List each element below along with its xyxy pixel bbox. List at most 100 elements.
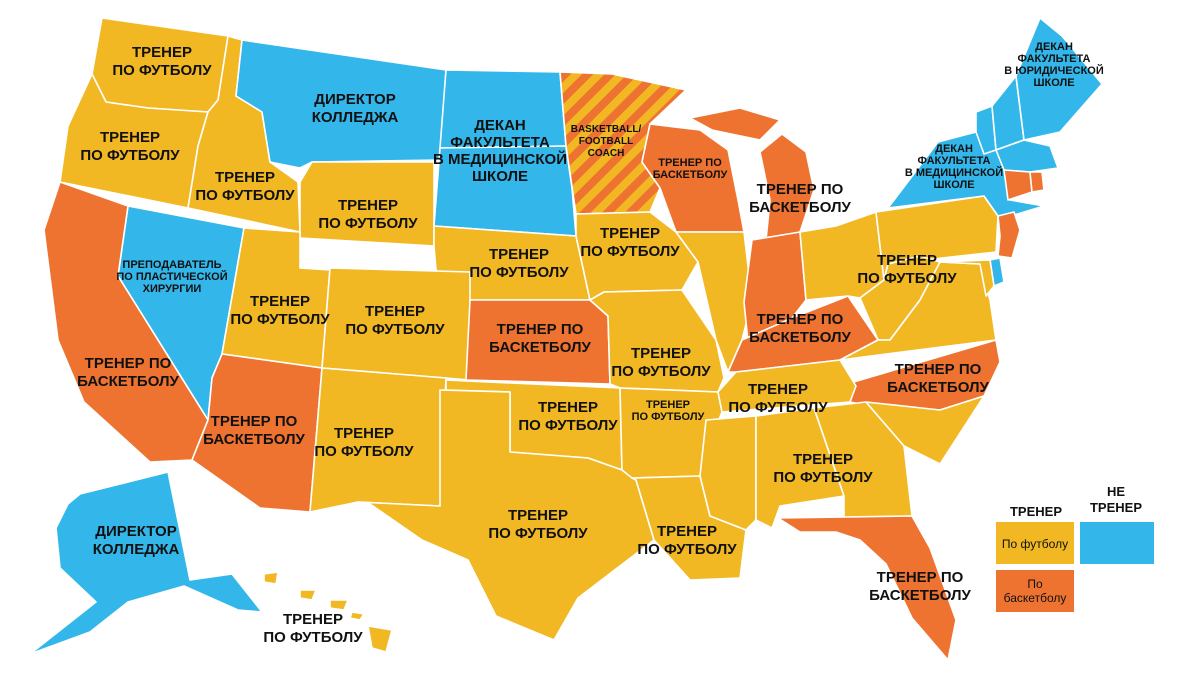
label-ohio: ТРЕНЕР ПО ФУТБОЛУ: [857, 252, 957, 287]
label-oregon: ТРЕНЕР ПО ФУТБОЛУ: [80, 129, 180, 164]
label-nebraska: ТРЕНЕР ПО ФУТБОЛУ: [469, 246, 569, 281]
label-line: ПО ФУТБОЛУ: [632, 411, 705, 423]
legend-coach-header: ТРЕНЕР: [1010, 504, 1062, 519]
label-arkansas: ТРЕНЕР ПО ФУТБОЛУ: [632, 399, 705, 423]
label-line: БАСКЕТБОЛУ: [203, 431, 305, 448]
label-line: ТРЕНЕР: [334, 425, 394, 442]
legend-not-coach-swatch: [1080, 522, 1154, 564]
legend-not-coach-header-2: ТРЕНЕР: [1090, 500, 1142, 515]
label-line: ПО ФУТБОЛУ: [263, 629, 363, 646]
state-vermont: [975, 105, 997, 155]
label-line: В ЮРИДИЧЕСКОЙ: [1004, 64, 1104, 77]
label-line: ТРЕНЕР ПО: [877, 569, 964, 586]
label-line: ТРЕНЕР: [793, 451, 853, 468]
label-oklahoma: ТРЕНЕР ПО ФУТБОЛУ: [518, 399, 618, 434]
label-utah: ТРЕНЕР ПО ФУТБОЛУ: [230, 293, 330, 328]
label-line: ШКОЛЕ: [933, 179, 974, 191]
label-line: БАСКЕТБОЛУ: [869, 587, 971, 604]
label-line: В МЕДИЦИНСКОЙ: [905, 166, 1003, 179]
label-kentucky: ТРЕНЕР ПО БАСКЕТБОЛУ: [749, 311, 851, 346]
label-line: ФАКУЛЬТЕТА: [1017, 53, 1090, 65]
label-line: ДЕКАН: [474, 117, 526, 134]
label-line: БАСКЕТБОЛУ: [749, 199, 851, 216]
label-line: ДЕКАН: [935, 143, 973, 155]
label-line: ТРЕНЕР: [338, 197, 398, 214]
label-line: БАСКЕТБОЛУ: [77, 373, 179, 390]
label-line: ПО ФУТБОЛУ: [318, 215, 418, 232]
label-line: ПО ФУТБОЛУ: [518, 417, 618, 434]
label-line: ТРЕНЕР ПО: [757, 311, 844, 328]
state-rhode-island: [1029, 171, 1045, 193]
label-line: ПО ПЛАСТИЧЕСКОЙ: [116, 270, 227, 283]
label-line: ПО ФУТБОЛУ: [637, 541, 737, 558]
label-texas: ТРЕНЕР ПО ФУТБОЛУ: [488, 507, 588, 542]
legend-football-swatch: [996, 522, 1074, 564]
label-line: ПО ФУТБОЛУ: [80, 147, 180, 164]
label-line: ТРЕНЕР: [508, 507, 568, 524]
label-line: ПО ФУТБОЛУ: [488, 525, 588, 542]
label-line: ТРЕНЕР ПО: [85, 355, 172, 372]
label-line: ПО ФУТБОЛУ: [112, 62, 212, 79]
label-line: ПО ФУТБОЛУ: [230, 311, 330, 328]
label-louisiana: ТРЕНЕР ПО ФУТБОЛУ: [637, 523, 737, 558]
label-south-dakota: ДЕКАН ФАКУЛЬТЕТА В МЕДИЦИНСКОЙ ШКОЛЕ: [433, 117, 567, 185]
label-line: ТРЕНЕР: [215, 169, 275, 186]
label-missouri: ТРЕНЕР ПО ФУТБОЛУ: [611, 345, 711, 380]
label-line: ПО ФУТБОЛУ: [728, 399, 828, 416]
label-line: ДИРЕКТОР: [95, 523, 176, 540]
label-line: ТРЕНЕР: [365, 303, 425, 320]
label-line: FOOTBALL: [579, 136, 633, 147]
label-line: ПО ФУТБОЛУ: [314, 443, 414, 460]
label-florida: ТРЕНЕР ПО БАСКЕТБОЛУ: [869, 569, 971, 604]
state-tennessee: [717, 359, 857, 413]
label-line: ТРЕНЕР: [631, 345, 691, 362]
states-layer: [29, 17, 1103, 661]
label-line: В МЕДИЦИНСКОЙ: [433, 150, 567, 168]
label-line: ТРЕНЕР ПО: [757, 181, 844, 198]
label-kansas: ТРЕНЕР ПО БАСКЕТБОЛУ: [489, 321, 591, 356]
label-arizona: ТРЕНЕР ПО БАСКЕТБОЛУ: [203, 413, 305, 448]
state-hawaii: [263, 571, 393, 653]
label-line: ПО ФУТБОЛУ: [611, 363, 711, 380]
label-colorado: ТРЕНЕР ПО ФУТБОЛУ: [345, 303, 445, 338]
label-montana: ДИРЕКТОР КОЛЛЕДЖА: [312, 91, 399, 126]
label-california: ТРЕНЕР ПО БАСКЕТБОЛУ: [77, 355, 179, 390]
state-south-dakota: [433, 145, 577, 237]
label-line: ТРЕНЕР ПО: [658, 157, 722, 169]
label-line: БАСКЕТБОЛУ: [887, 379, 989, 396]
label-line: ДИРЕКТОР: [314, 91, 395, 108]
label-line: BASKETBALL/: [571, 124, 642, 135]
label-line: ШКОЛЕ: [1033, 77, 1074, 89]
label-line: ПО ФУТБОЛУ: [195, 187, 295, 204]
label-line: БАСКЕТБОЛУ: [653, 169, 728, 181]
label-line: ТРЕНЕР: [538, 399, 598, 416]
label-line: КОЛЛЕДЖА: [312, 109, 399, 126]
label-wyoming: ТРЕНЕР ПО ФУТБОЛУ: [318, 197, 418, 232]
label-alaska: ДИРЕКТОР КОЛЛЕДЖА: [93, 523, 180, 558]
label-line: ТРЕНЕР: [748, 381, 808, 398]
label-line: ФАКУЛЬТЕТА: [450, 134, 550, 151]
legend-not-coach-header-1: НЕ: [1107, 484, 1125, 499]
label-new-mexico: ТРЕНЕР ПО ФУТБОЛУ: [314, 425, 414, 460]
label-line: ПО ФУТБОЛУ: [469, 264, 569, 281]
legend-basketball-swatch: [996, 570, 1074, 612]
label-iowa: ТРЕНЕР ПО ФУТБОЛУ: [580, 225, 680, 260]
label-line: ПО ФУТБОЛУ: [773, 469, 873, 486]
state-south-carolina: [865, 395, 985, 465]
label-hawaii: ТРЕНЕР ПО ФУТБОЛУ: [263, 611, 363, 646]
label-line: ФАКУЛЬТЕТА: [917, 155, 990, 167]
label-line: ТРЕНЕР: [646, 399, 690, 411]
state-alaska: [29, 471, 263, 655]
label-line: ТРЕНЕР: [489, 246, 549, 263]
legend-football-label: По футболу: [1002, 537, 1068, 551]
label-line: ДЕКАН: [1035, 41, 1073, 53]
label-alabama: ТРЕНЕР ПО ФУТБОЛУ: [773, 451, 873, 486]
label-line: ТРЕНЕР: [283, 611, 343, 628]
state-texas: [357, 389, 655, 641]
label-line: КОЛЛЕДЖА: [93, 541, 180, 558]
label-line: ПО ФУТБОЛУ: [857, 270, 957, 287]
label-washington: ТРЕНЕР ПО ФУТБОЛУ: [112, 44, 212, 79]
legend-basketball-label-2: баскетболу: [1004, 591, 1067, 605]
